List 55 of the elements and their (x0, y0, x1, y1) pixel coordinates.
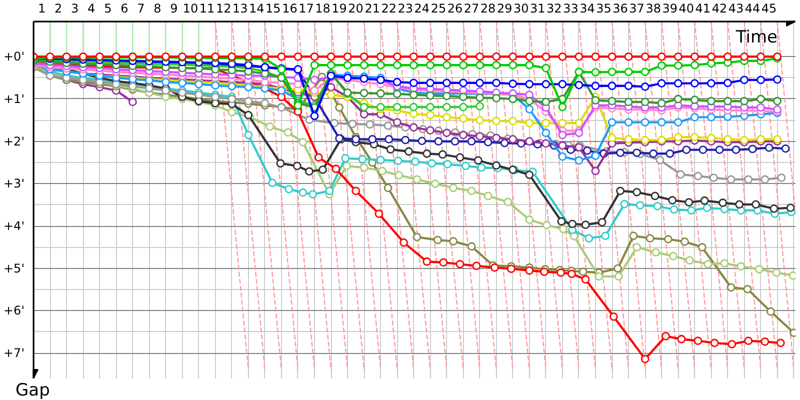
x-tick-label: 43 (728, 2, 744, 16)
x-tick-label: 3 (71, 2, 79, 16)
x-tick-label: 19 (332, 2, 347, 16)
x-tick-label: 21 (364, 2, 380, 16)
x-tick-label: 8 (154, 2, 162, 16)
x-tick-label: 1 (38, 2, 46, 16)
x-tick-label: 37 (629, 2, 644, 16)
y-tick-label: +7' (4, 346, 25, 360)
x-tick-label: 33 (563, 2, 578, 16)
x-tick-label: 5 (104, 2, 112, 16)
y-tick-label: +4' (4, 219, 25, 234)
x-tick-label: 23 (398, 2, 414, 16)
x-tick-label: 45 (761, 2, 777, 16)
x-tick-label: 35 (596, 2, 612, 16)
x-tick-label: 38 (646, 2, 661, 16)
y-tick-label: +3' (4, 176, 25, 191)
x-tick-label: 24 (414, 2, 430, 16)
x-tick-label: 41 (695, 2, 711, 16)
x-tick-label: 44 (744, 2, 760, 16)
y-axis-title: Gap (16, 380, 50, 400)
x-tick-label: 20 (348, 2, 364, 16)
x-tick-label: 11 (199, 2, 215, 16)
x-tick-label: 36 (612, 2, 628, 16)
x-tick-label: 13 (232, 2, 248, 16)
x-tick-label: 34 (580, 2, 595, 16)
x-tick-label: 28 (480, 2, 496, 16)
x-tick-label: 12 (216, 2, 232, 16)
x-tick-label: 39 (662, 2, 678, 16)
x-tick-label: 22 (381, 2, 397, 16)
x-tick-label: 27 (464, 2, 480, 16)
x-tick-label: 2 (54, 2, 62, 16)
y-tick-label: +1' (4, 92, 25, 106)
x-tick-label: 26 (447, 2, 463, 16)
x-tick-label: 4 (88, 2, 96, 16)
x-tick-label: 30 (513, 2, 529, 16)
x-tick-label: 10 (182, 2, 198, 16)
x-tick-label: 29 (496, 2, 512, 16)
x-tick-label: 14 (249, 2, 264, 16)
x-tick-label: 25 (430, 2, 446, 16)
x-tick-label: 40 (678, 2, 694, 16)
x-tick-label: 42 (712, 2, 728, 16)
y-tick-label: +5' (4, 261, 25, 276)
x-tick-label: 6 (120, 2, 128, 16)
x-tick-label: 7 (137, 2, 145, 16)
y-tick-label: +2' (4, 134, 25, 148)
x-tick-label: 9 (170, 2, 178, 16)
x-tick-label: 17 (298, 2, 314, 16)
x-tick-label: 15 (266, 2, 281, 16)
y-tick-label: +0' (4, 50, 25, 64)
y-tick-label: +6' (4, 304, 25, 318)
x-tick-label: 32 (546, 2, 562, 16)
x-axis-title: Time (734, 28, 778, 48)
x-tick-label: 31 (530, 2, 546, 16)
x-tick-label: 18 (315, 2, 330, 16)
x-tick-label: 16 (282, 2, 298, 16)
